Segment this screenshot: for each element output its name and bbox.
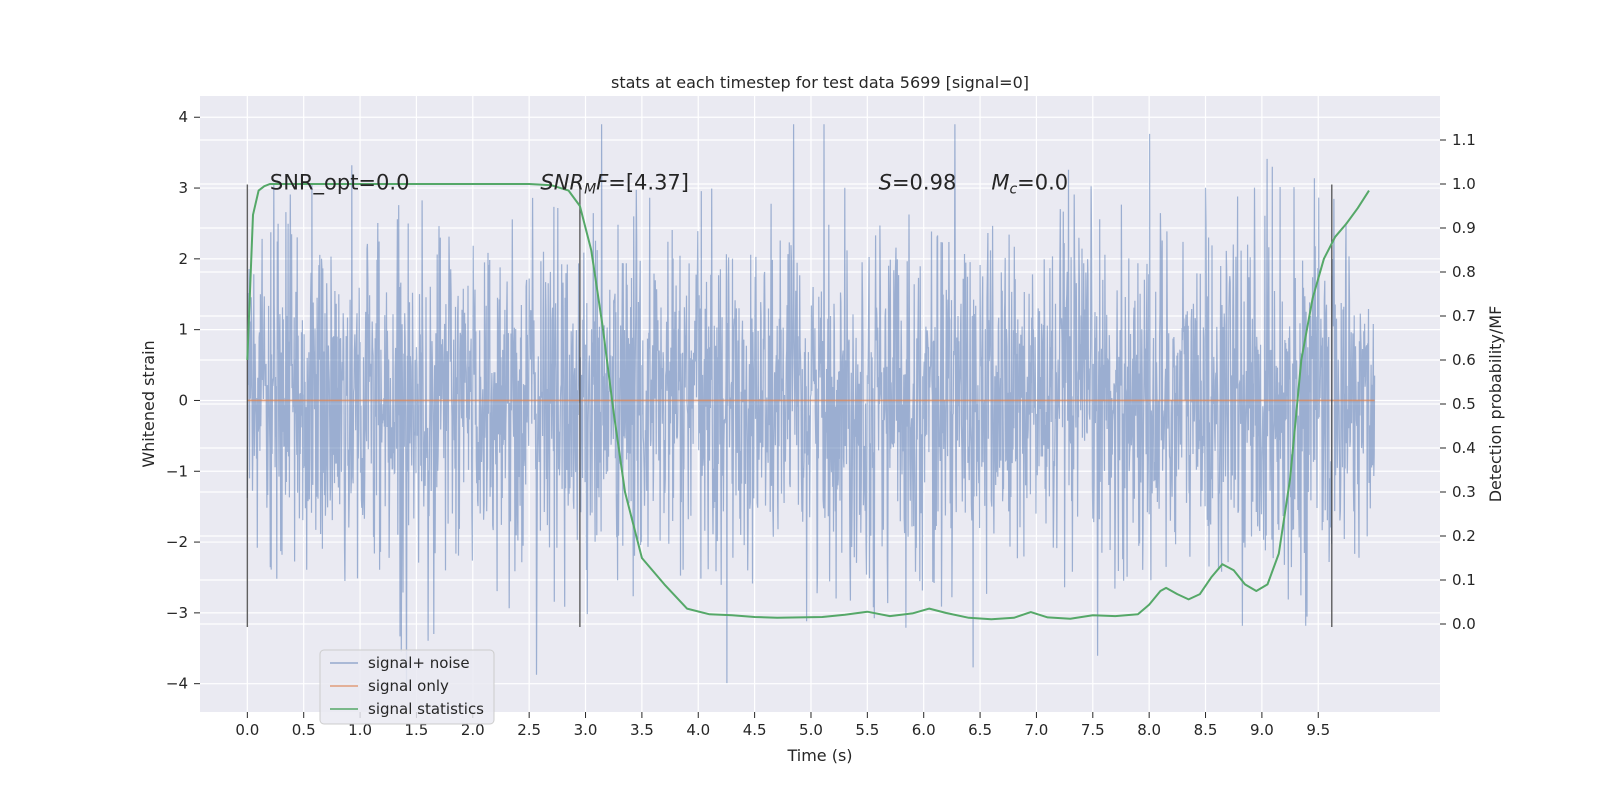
series-signal-noise-line	[246, 124, 1376, 688]
x-tick-label-5: 2.5	[517, 721, 541, 739]
annotation-2-part-0: S	[879, 170, 892, 194]
y-right-tick-label-2: 0.9	[1452, 219, 1476, 237]
annotation-2-part-1: =0.98	[892, 170, 956, 194]
annotation-1-part-3: =[4.37]	[608, 170, 689, 194]
x-tick-label-14: 7.0	[1025, 721, 1049, 739]
y-tick-label-3: 1	[178, 321, 188, 339]
y-right-tick-label-5: 0.6	[1452, 351, 1476, 369]
x-tick-label-3: 1.5	[405, 721, 429, 739]
y-tick-label-5: −1	[166, 462, 188, 480]
y-axis-right-title: Detection probability/MF	[1486, 306, 1505, 503]
x-tick-label-17: 8.5	[1194, 721, 1218, 739]
x-tick-label-1: 0.5	[292, 721, 316, 739]
y-tick-label-4: 0	[178, 391, 188, 409]
annotation-3-part-0: M	[991, 170, 1009, 194]
x-tick-label-0: 0.0	[235, 721, 259, 739]
statistics-series	[246, 183, 1370, 621]
y-tick-label-2: 2	[178, 250, 188, 268]
noise-series	[246, 124, 1376, 688]
annotation-2: S=0.98	[879, 170, 957, 194]
vertical-markers	[246, 184, 1333, 628]
x-tick-label-19: 9.5	[1306, 721, 1330, 739]
y-right-tick-label-0: 1.1	[1452, 131, 1476, 149]
x-tick-label-10: 5.0	[799, 721, 823, 739]
y-right-tick-label-3: 0.8	[1452, 263, 1476, 281]
annotations: SNR_opt=0.0 SNRMF=[4.37] S=0.98 Mc=0.0	[270, 170, 1068, 197]
x-tick-label-18: 9.0	[1250, 721, 1274, 739]
x-tick-label-8: 4.0	[686, 721, 710, 739]
x-tick-label-7: 3.5	[630, 721, 654, 739]
series-signal-statistics-line	[246, 183, 1370, 621]
x-tick-label-13: 6.5	[968, 721, 992, 739]
axes: 0.0 0.5 1.0 1.5 2.0 2.5 3.0 3.5 4.0 4.5 5.0 5.5 6.0 6…	[166, 108, 1476, 739]
annotation-3: Mc=0.0	[991, 170, 1068, 197]
x-tick-label-4: 2.0	[461, 721, 485, 739]
annotation-0: SNR_opt=0.0	[270, 170, 410, 195]
legend: signal+ noise signal only signal statist…	[319, 649, 495, 725]
annotation-3-part-1: c	[1009, 181, 1017, 197]
y-tick-label-1: 3	[178, 179, 188, 197]
y-right-tick-label-11: 0.0	[1452, 615, 1476, 633]
x-tick-label-6: 3.0	[574, 721, 598, 739]
annotation-0-part-0: SNR_opt=0.0	[270, 170, 410, 195]
y-right-tick-label-8: 0.3	[1452, 483, 1476, 501]
legend-box	[319, 649, 495, 725]
x-tick-label-9: 4.5	[743, 721, 767, 739]
annotation-1-part-1: M	[584, 181, 596, 197]
y-right-tick-label-10: 0.1	[1452, 571, 1476, 589]
x-axis-title: Time (s)	[786, 746, 852, 765]
annotation-3-part-2: =0.0	[1017, 170, 1068, 194]
y-right-tick-label-9: 0.2	[1452, 527, 1476, 545]
x-tick-label-2: 1.0	[348, 721, 372, 739]
x-tick-label-11: 5.5	[855, 721, 879, 739]
annotation-1-part-0: SNR	[540, 170, 584, 194]
y-tick-label-7: −3	[166, 604, 188, 622]
y-axis-title: Whitened strain	[139, 340, 158, 467]
x-tick-label-16: 8.0	[1137, 721, 1161, 739]
y-tick-label-0: 4	[178, 108, 188, 126]
y-right-tick-label-7: 0.4	[1452, 439, 1476, 457]
y-right-tick-label-4: 0.7	[1452, 307, 1476, 325]
annotation-1: SNRMF=[4.37]	[540, 170, 689, 197]
legend-label-noise: signal+ noise	[368, 654, 470, 672]
y-right-tick-label-6: 0.5	[1452, 395, 1476, 413]
legend-label-signal-only: signal only	[368, 677, 449, 695]
y-right-tick-label-1: 1.0	[1452, 175, 1476, 193]
x-tick-label-15: 7.5	[1081, 721, 1105, 739]
x-tick-label-12: 6.0	[912, 721, 936, 739]
y-tick-label-6: −2	[166, 533, 188, 551]
y-tick-label-8: −4	[166, 675, 188, 693]
chart-title: stats at each timestep for test data 569…	[611, 73, 1029, 92]
annotation-1-part-2: F	[596, 170, 609, 194]
legend-label-statistics: signal statistics	[368, 700, 484, 718]
